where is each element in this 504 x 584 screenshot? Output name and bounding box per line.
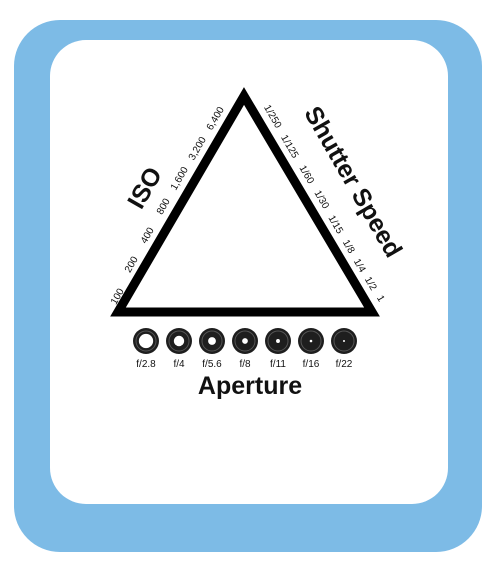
exposure-triangle bbox=[110, 87, 380, 317]
shutter-tick: 1/2 bbox=[362, 275, 379, 293]
shutter-tick: 1 bbox=[374, 294, 387, 305]
lens-ring bbox=[300, 330, 322, 352]
aperture-opening bbox=[242, 338, 248, 344]
aperture-opening bbox=[309, 339, 313, 343]
f-stop-label: f/16 bbox=[303, 359, 320, 370]
lens-ring bbox=[333, 330, 355, 352]
aperture-icon: f/22 bbox=[331, 328, 357, 370]
iso-scale: 100 200 400 800 1,600 3,200 6,400 bbox=[109, 105, 227, 307]
aperture-icon: f/2.8 bbox=[133, 328, 159, 370]
aperture-scale: f/2.8 f/4 f/5.6 f/8 f/11 f/16 f/22 bbox=[133, 328, 357, 370]
aperture-icon: f/4 bbox=[166, 328, 192, 370]
aperture-icon: f/5.6 bbox=[199, 328, 225, 370]
f-stop-label: f/4 bbox=[173, 359, 185, 370]
aperture-icon: f/16 bbox=[298, 328, 324, 370]
aperture-opening bbox=[276, 339, 280, 343]
shutter-speed-title: Shutter Speed bbox=[298, 102, 407, 263]
aperture-icon: f/11 bbox=[265, 328, 291, 370]
shutter-tick: 1/8 bbox=[340, 238, 357, 256]
aperture-opening bbox=[343, 340, 345, 342]
lens-ring bbox=[135, 330, 157, 352]
f-stop-label: f/22 bbox=[336, 359, 353, 370]
lens-ring bbox=[234, 330, 256, 352]
f-stop-label: f/5.6 bbox=[202, 359, 222, 370]
aperture-title: Aperture bbox=[198, 372, 302, 400]
content-card bbox=[50, 40, 448, 504]
f-stop-label: f/2.8 bbox=[136, 359, 156, 370]
lens-ring bbox=[201, 330, 223, 352]
aperture-icon: f/8 bbox=[232, 328, 258, 370]
aperture-opening bbox=[138, 333, 154, 349]
lens-ring bbox=[267, 330, 289, 352]
f-stop-label: f/8 bbox=[239, 359, 251, 370]
aperture-opening bbox=[173, 335, 185, 347]
lens-ring bbox=[168, 330, 190, 352]
aperture-opening bbox=[208, 337, 216, 345]
f-stop-label: f/11 bbox=[270, 359, 286, 370]
